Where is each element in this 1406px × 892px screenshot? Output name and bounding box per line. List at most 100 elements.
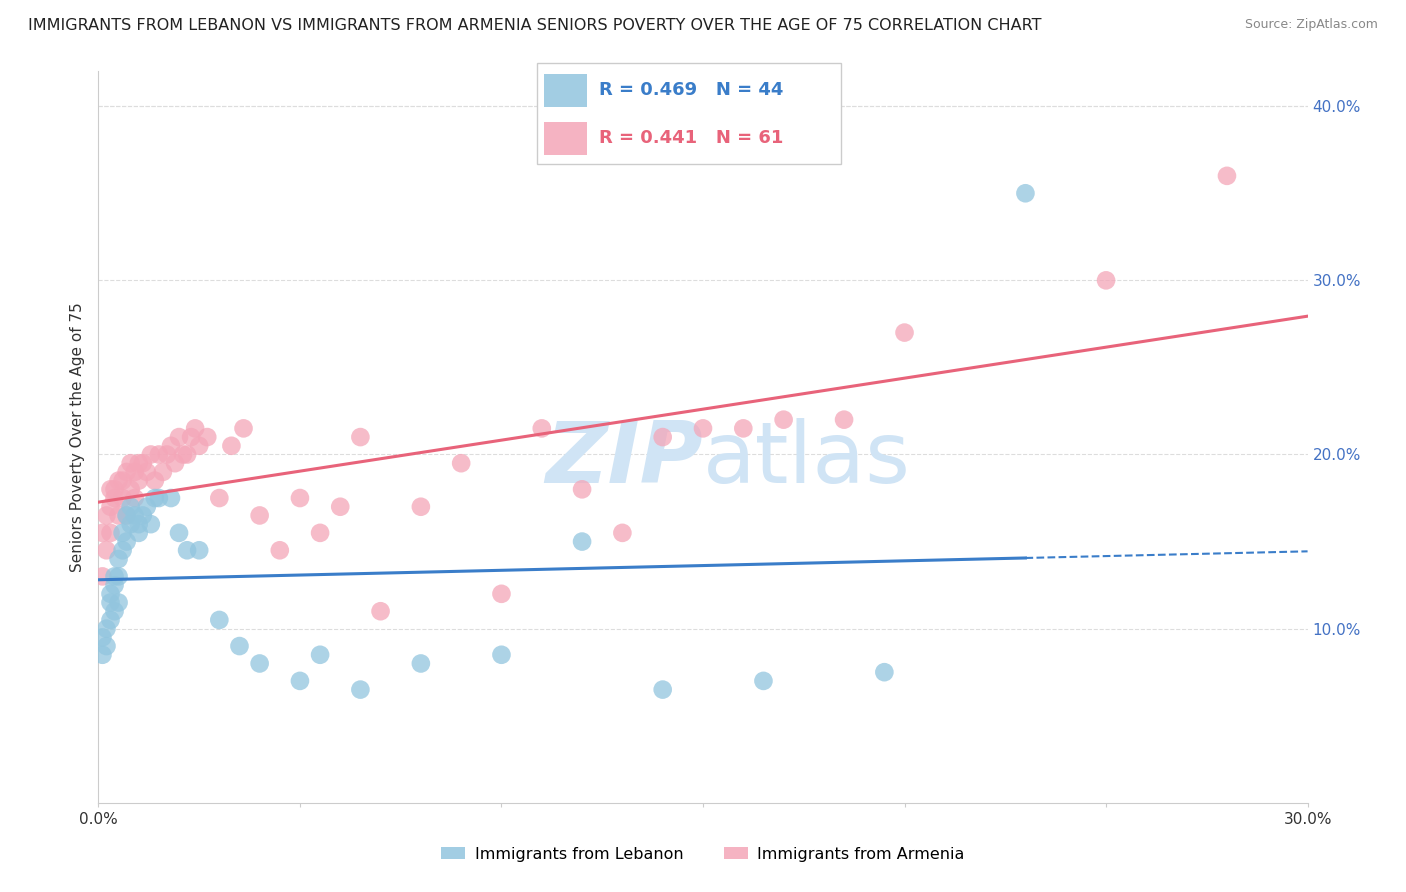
Point [232,421,254,435]
Point [111,491,134,505]
Point [571,534,593,549]
Point [208,613,231,627]
Point [100,525,122,540]
Point [91,525,114,540]
Point [1014,186,1036,201]
Point [100,500,122,514]
Point [96,543,118,558]
Point [180,430,202,444]
Point [349,682,371,697]
Point [148,491,170,505]
Point [163,456,186,470]
Point [752,673,775,688]
Point [188,439,211,453]
Point [139,517,162,532]
Point [269,543,291,558]
Point [120,500,142,514]
Point [184,421,207,435]
Point [111,525,134,540]
Point [160,491,183,505]
Point [107,552,129,566]
Point [733,421,755,435]
Point [103,569,125,583]
Point [208,491,231,505]
Point [115,508,138,523]
Point [135,465,157,479]
Point [188,543,211,558]
Point [309,648,332,662]
Point [96,508,118,523]
Point [832,412,855,426]
Text: R = 0.469   N = 44: R = 0.469 N = 44 [599,81,783,99]
Point [1216,169,1239,183]
Point [103,491,125,505]
Point [692,421,714,435]
Point [651,430,673,444]
Point [100,483,122,497]
Point [156,448,179,462]
Point [111,474,134,488]
Point [135,500,157,514]
Point [491,648,513,662]
Point [124,491,146,505]
Point [124,465,146,479]
Point [120,517,142,532]
Point [176,448,198,462]
Point [450,456,472,470]
Text: ZIP: ZIP [546,417,703,500]
Point [103,578,125,592]
Point [772,412,794,426]
Point [103,604,125,618]
Point [530,421,553,435]
Point [132,508,155,523]
FancyBboxPatch shape [544,122,586,155]
Point [91,648,114,662]
Point [91,631,114,645]
Point [873,665,896,680]
Point [167,430,190,444]
Point [612,525,634,540]
Point [1095,273,1118,287]
Point [128,474,150,488]
Point [128,456,150,470]
Point [491,587,513,601]
Point [120,483,142,497]
Text: IMMIGRANTS FROM LEBANON VS IMMIGRANTS FROM ARMENIA SENIORS POVERTY OVER THE AGE : IMMIGRANTS FROM LEBANON VS IMMIGRANTS FR… [28,18,1042,33]
Point [221,439,243,453]
Point [100,613,122,627]
Point [115,508,138,523]
Point [288,491,311,505]
Text: R = 0.441   N = 61: R = 0.441 N = 61 [599,129,783,147]
Point [107,508,129,523]
Point [128,525,150,540]
Point [139,448,162,462]
Point [409,500,432,514]
Point [176,543,198,558]
Point [96,622,118,636]
Point [309,525,332,540]
Text: atlas: atlas [703,417,911,500]
Point [100,595,122,609]
FancyBboxPatch shape [537,63,841,164]
Point [228,639,250,653]
Y-axis label: Seniors Poverty Over the Age of 75: Seniors Poverty Over the Age of 75 [69,302,84,572]
Point [409,657,432,671]
Point [329,500,352,514]
Point [148,448,170,462]
Point [107,474,129,488]
Point [370,604,392,618]
Point [143,491,166,505]
Point [107,569,129,583]
Point [143,474,166,488]
Point [128,517,150,532]
Point [115,534,138,549]
Point [111,543,134,558]
Point [124,508,146,523]
Point [893,326,915,340]
Point [152,465,174,479]
Point [249,508,271,523]
Point [91,569,114,583]
Point [172,448,194,462]
Point [167,525,190,540]
Point [115,465,138,479]
